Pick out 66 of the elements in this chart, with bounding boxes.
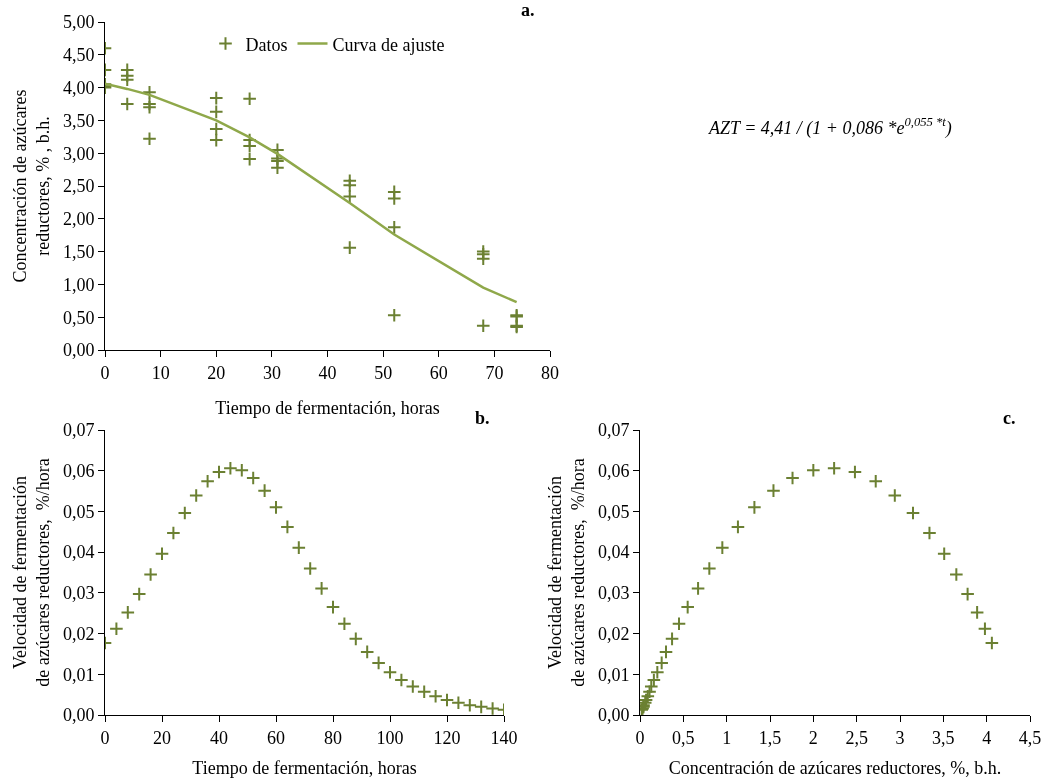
y-tick-label: 0,01 — [597, 664, 630, 685]
x-axis-title: Tiempo de fermentación, horas — [192, 758, 417, 778]
x-tick-label: 0 — [100, 727, 110, 748]
y-tick-label: 0,02 — [597, 623, 630, 644]
x-tick-label: 30 — [262, 362, 281, 383]
legend-label: Curva de ajuste — [332, 34, 445, 55]
y-tick-label: 0,04 — [597, 542, 630, 563]
y-axis-title: Velocidad de fermentación de azúcares reductores, %/hora — [544, 458, 589, 687]
y-tick-label: 0,06 — [597, 461, 630, 482]
x-axis-title: Concentración de azúcares reductores, %, b.h. — [668, 758, 1002, 778]
x-tick-label: 0 — [635, 727, 645, 748]
x-tick-label: 4 — [982, 727, 992, 748]
y-tick-label: 0,05 — [62, 501, 95, 522]
x-tick-label: 1,5 — [758, 727, 782, 748]
y-tick-label: 3,00 — [62, 143, 95, 164]
x-tick-label: 1 — [722, 727, 732, 748]
x-tick-label: 70 — [485, 362, 504, 383]
y-tick-label: 0,07 — [597, 420, 630, 441]
y-axis-title: Velocidad de fermentación de azúcares reductores, %/hora — [9, 458, 54, 687]
x-tick-label: 3 — [895, 727, 905, 748]
x-tick-label: 40 — [210, 727, 228, 748]
x-tick-label: 2,5 — [845, 727, 868, 748]
y-tick-label: 0,04 — [62, 542, 95, 563]
y-tick-label: 1,50 — [62, 241, 95, 262]
y-axis-title: Concentración de azúcares reductores, % , b.h. — [9, 89, 54, 283]
y-tick-label: 2,50 — [62, 176, 95, 197]
x-tick-label: 40 — [318, 362, 337, 383]
y-tick-label: 0,02 — [62, 623, 95, 644]
text: a. — [521, 0, 535, 20]
x-tick-label: 80 — [324, 727, 342, 748]
y-tick-label: 0,03 — [597, 583, 630, 604]
y-tick-label: 0,05 — [597, 501, 630, 522]
legend-label: Datos — [245, 34, 288, 55]
y-tick-label: 4,00 — [62, 77, 95, 98]
y-tick-label: 5,00 — [62, 12, 95, 33]
x-tick-label: 80 — [541, 362, 559, 383]
y-tick-label: 0,07 — [62, 420, 95, 441]
text: c. — [1003, 408, 1016, 428]
x-tick-label: 100 — [376, 727, 404, 748]
y-tick-label: 0,01 — [62, 664, 95, 685]
text: b. — [475, 408, 490, 428]
y-tick-label: 3,50 — [62, 110, 95, 131]
y-tick-label: 0,06 — [62, 461, 95, 482]
y-tick-label: 0,00 — [597, 705, 630, 726]
y-tick-label: 0,50 — [62, 307, 95, 328]
y-tick-label: 0,00 — [62, 340, 95, 361]
x-tick-label: 20 — [153, 727, 171, 748]
x-axis-title: Tiempo de fermentación, horas — [215, 398, 440, 418]
x-tick-label: 2 — [808, 727, 818, 748]
text: AZT = 4,41 / (1 + 0,086 *e$^{0,055 *t}$) — [708, 115, 952, 139]
y-tick-label: 1,00 — [62, 274, 95, 295]
x-tick-label: 4,5 — [1018, 727, 1042, 748]
x-tick-label: 60 — [267, 727, 285, 748]
x-tick-label: 3,5 — [932, 727, 955, 748]
y-tick-label: 0,00 — [62, 705, 95, 726]
x-tick-label: 0,5 — [672, 727, 695, 748]
y-tick-label: 2,00 — [62, 209, 95, 230]
x-tick-label: 50 — [374, 362, 393, 383]
x-tick-label: 20 — [207, 362, 226, 383]
y-tick-label: 4,50 — [62, 45, 95, 66]
y-tick-label: 0,03 — [62, 583, 95, 604]
x-tick-label: 60 — [429, 362, 448, 383]
x-tick-label: 0 — [100, 362, 110, 383]
x-tick-label: 10 — [151, 362, 170, 383]
x-tick-label: 120 — [433, 727, 461, 748]
x-tick-label: 140 — [490, 727, 518, 748]
